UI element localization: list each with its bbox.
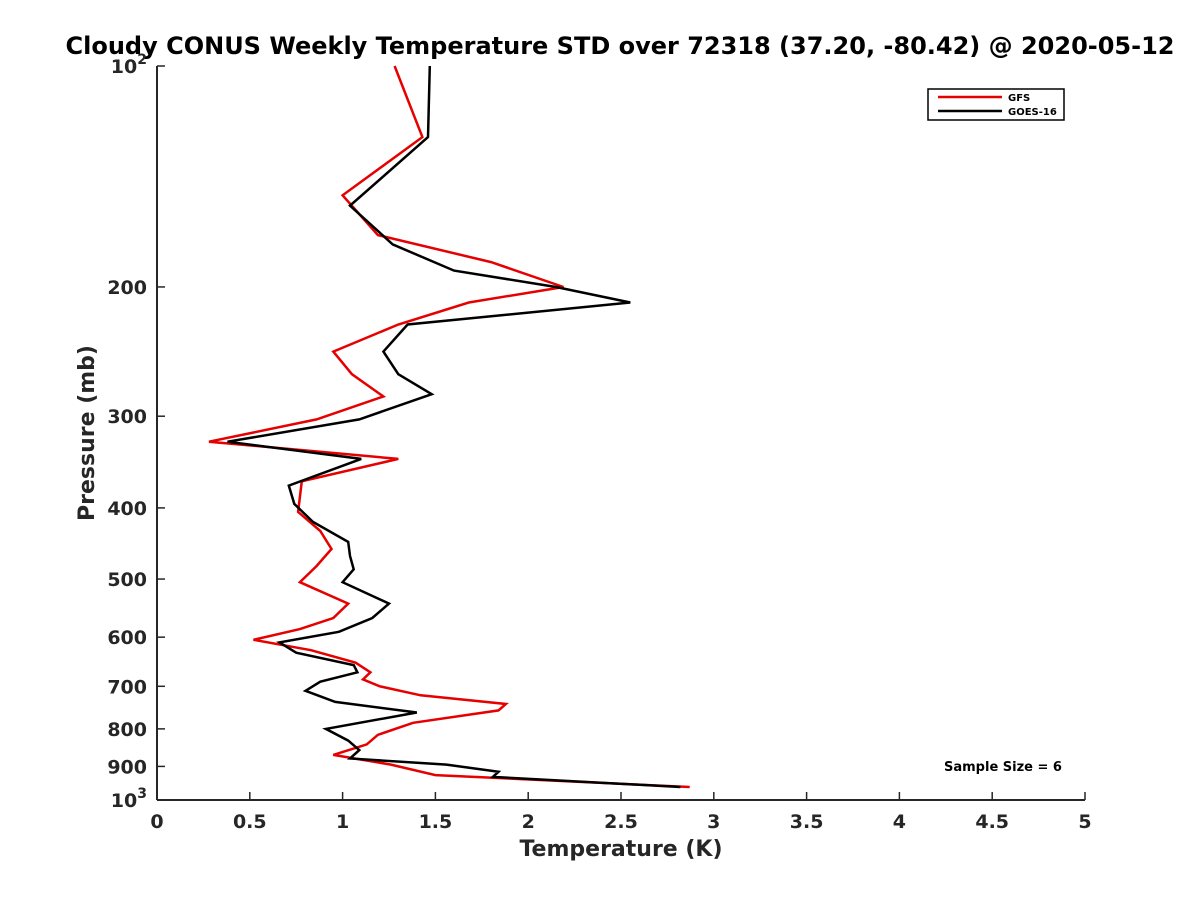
x-tick-label: 2.5	[604, 811, 638, 833]
y-tick-label: 700	[107, 676, 147, 698]
chart-title: Cloudy CONUS Weekly Temperature STD over…	[66, 32, 1175, 60]
y-tick-label: 900	[107, 756, 147, 778]
y-tick-label-power: 103	[111, 786, 147, 812]
x-tick-label: 3.5	[790, 811, 824, 833]
x-tick-label: 3	[707, 811, 720, 833]
y-tick-label-power: 102	[111, 52, 147, 78]
series-line-goes16	[227, 65, 681, 789]
x-tick-label: 2	[522, 811, 535, 833]
legend-label-goes16: GOES-16	[1008, 107, 1057, 118]
y-tick-label: 500	[107, 569, 147, 591]
x-tick-label: 4.5	[975, 811, 1009, 833]
x-tick-label: 0.5	[233, 811, 267, 833]
x-tick-label: 1	[336, 811, 349, 833]
x-tick-label: 4	[893, 811, 906, 833]
series-line-gfs	[208, 65, 690, 789]
y-tick-label: 600	[107, 627, 147, 649]
y-axis-label: Pressure (mb)	[75, 345, 100, 521]
y-tick-label: 300	[107, 406, 147, 428]
legend: GFS GOES-16	[927, 88, 1065, 121]
x-tick-label: 0	[150, 811, 163, 833]
legend-label-gfs: GFS	[1008, 93, 1030, 104]
legend-box	[927, 88, 1065, 121]
x-tick-label: 1.5	[419, 811, 453, 833]
y-tick-label: 400	[107, 498, 147, 520]
y-tick-label: 800	[107, 719, 147, 741]
series-layer	[208, 65, 690, 789]
axis-layer: 0 0.5 1 1.5 2 2.5 3 3.5 4 4.5 5 200 300 400 500 600 700 8…	[107, 52, 1091, 833]
sample-size-annotation: Sample Size = 6	[944, 760, 1062, 775]
x-axis-label: Temperature (K)	[519, 837, 722, 862]
x-tick-label: 5	[1078, 811, 1091, 833]
y-tick-label: 200	[107, 277, 147, 299]
